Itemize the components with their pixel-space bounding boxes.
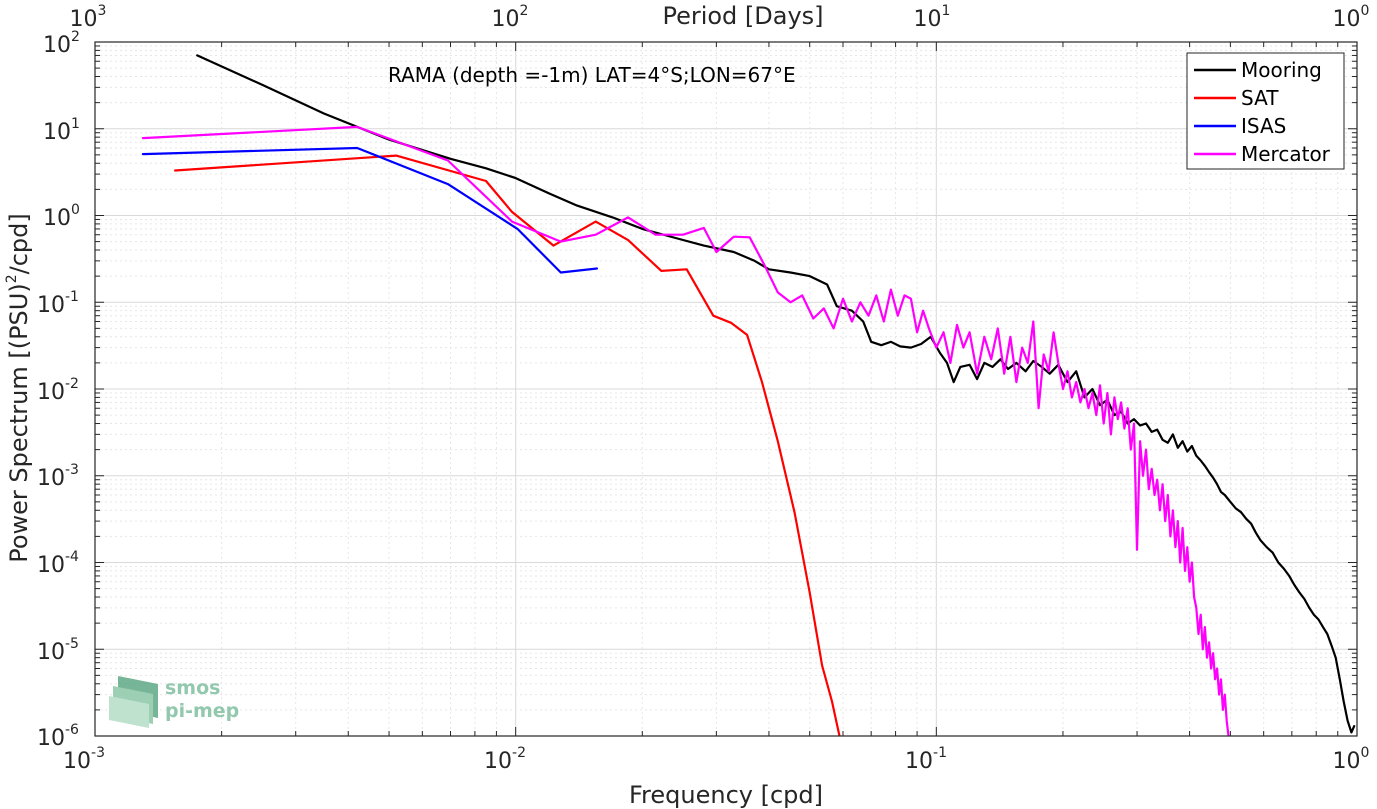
series-group bbox=[141, 54, 1356, 736]
x-tick-labels: 10-3 10-2 10-1 100 bbox=[63, 745, 1369, 774]
legend-entry: SAT bbox=[1194, 86, 1279, 110]
x-tick-label: 100 bbox=[1333, 745, 1370, 774]
y-tick-label: 10-4 bbox=[37, 549, 79, 578]
smos-pi-mep-logo: smos pi-mep bbox=[109, 676, 239, 728]
y-tick-label: 10-6 bbox=[37, 722, 79, 751]
legend-entry: Mooring bbox=[1194, 58, 1322, 82]
y-tick-label: 10-2 bbox=[37, 376, 79, 405]
y-tick-label: 10-5 bbox=[37, 636, 79, 665]
y-tick-label: 10-1 bbox=[37, 289, 79, 318]
logo-text-line2: pi-mep bbox=[165, 700, 239, 722]
legend-label: ISAS bbox=[1241, 114, 1286, 138]
logo-text-line1: smos bbox=[165, 677, 220, 699]
top-tick-label: 103 bbox=[70, 3, 107, 32]
legend-label: SAT bbox=[1241, 86, 1279, 110]
chart-title: RAMA (depth =-1m) LAT=4°S;LON=67°E bbox=[388, 63, 796, 87]
series-line-sat bbox=[174, 154, 841, 736]
x-tick-label: 10-3 bbox=[63, 745, 105, 774]
tick-marks bbox=[94, 41, 1358, 737]
top-tick-label: 100 bbox=[1333, 3, 1370, 32]
top-tick-labels: 103 102 101 100 bbox=[70, 3, 1370, 32]
legend-box bbox=[1186, 52, 1345, 170]
legend-entry: Mercator bbox=[1194, 142, 1331, 166]
legend-label: Mercator bbox=[1241, 142, 1331, 166]
y-axis-label: Power Spectrum [(PSU)2/cpd] bbox=[4, 213, 33, 563]
x-tick-label: 10-1 bbox=[905, 745, 947, 774]
logo-mark bbox=[109, 696, 149, 728]
y-tick-labels: 10-6 10-5 10-4 10-3 10-2 10-1 100 101 10… bbox=[37, 29, 80, 751]
x-tick-label: 10-2 bbox=[484, 745, 526, 774]
legend: Mooring SAT ISAS Mercator bbox=[1186, 52, 1345, 170]
legend-label: Mooring bbox=[1241, 58, 1322, 82]
series-line-mercator bbox=[141, 125, 1230, 736]
y-tick-label: 102 bbox=[43, 29, 80, 58]
series-line-isas bbox=[141, 146, 599, 274]
y-tick-label: 100 bbox=[43, 202, 80, 231]
legend-entry: ISAS bbox=[1194, 114, 1286, 138]
top-tick-label: 102 bbox=[492, 3, 529, 32]
x-axis-label: Frequency [cpd] bbox=[629, 781, 823, 809]
y-tick-label: 10-3 bbox=[37, 462, 79, 491]
y-tick-label: 101 bbox=[43, 116, 80, 145]
top-axis-label: Period [Days] bbox=[662, 2, 823, 30]
top-tick-label: 101 bbox=[914, 3, 951, 32]
